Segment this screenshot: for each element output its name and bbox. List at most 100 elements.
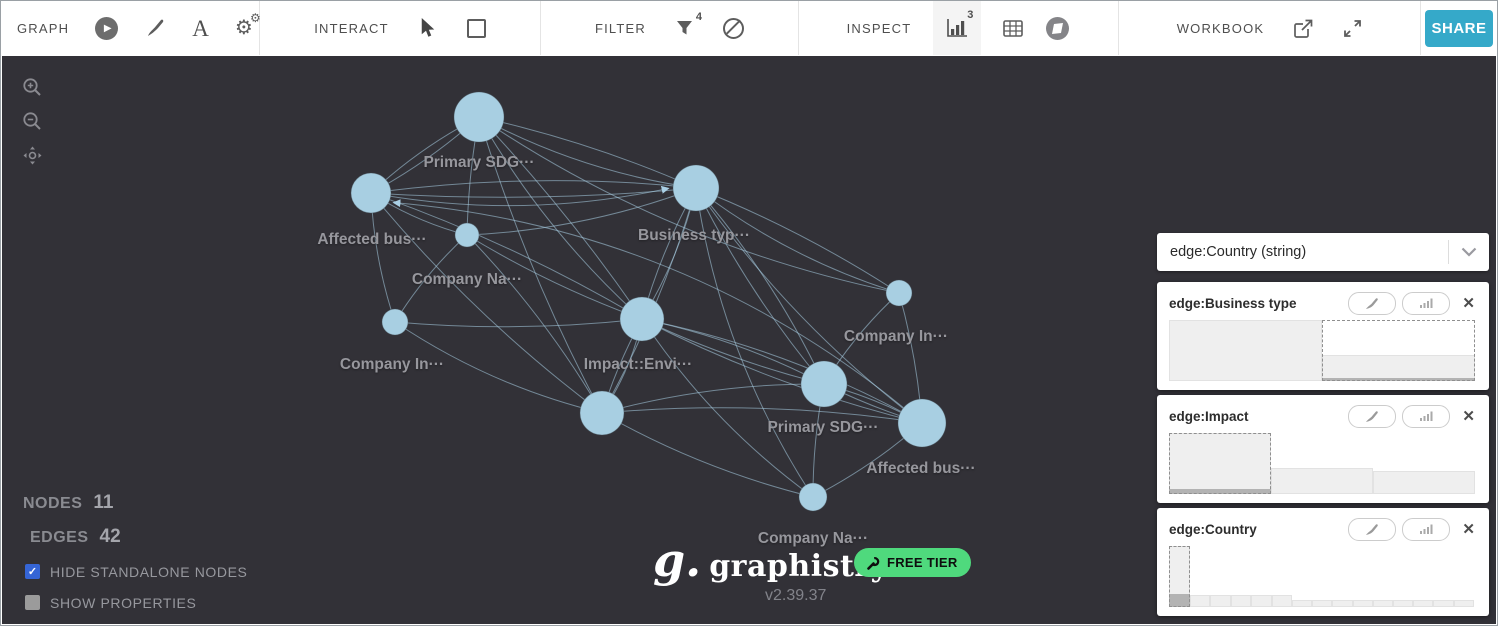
exclusions-button[interactable] [723,17,745,39]
filters-button[interactable]: 4 [676,11,702,36]
data-table-button[interactable] [1003,19,1024,37]
show-properties-checkbox[interactable] [25,595,40,610]
graph-node[interactable] [454,222,480,248]
zoom-controls [22,77,43,166]
brush-style-button[interactable] [144,17,166,39]
external-link-icon [1294,19,1313,38]
free-tier-label: FREE TIER [887,555,958,570]
toolbar-section-graph: GRAPH ▶ A ⚙ ⚙ [1,1,261,55]
graph-node[interactable] [897,398,947,448]
settings-button[interactable]: ⚙ ⚙ [235,12,261,38]
graph-node[interactable] [800,360,848,408]
brush-icon [1366,410,1379,422]
graph-node[interactable] [453,91,505,143]
graph-node-label: Company In··· [843,328,949,345]
graph-node-label: Primary SDG··· [423,154,535,171]
histogram-title: edge:Business type [1169,295,1297,311]
histogram-bar[interactable] [1210,546,1231,607]
show-properties-option[interactable]: SHOW PROPERTIES [25,587,248,618]
histogram-title: edge:Impact [1169,408,1249,424]
histogram-bar[interactable] [1251,546,1272,607]
filter-section-label: FILTER [594,20,647,36]
histograms-button[interactable]: 3 [933,1,982,55]
table-icon [1003,19,1024,37]
histogram-plot[interactable] [1169,433,1475,494]
graph-edge [478,116,643,320]
close-icon[interactable]: ✕ [1462,294,1475,312]
graph-stats: NODES 11 EDGES 42 [23,492,121,560]
histogram-header: edge:Impact ✕ [1169,404,1475,428]
toolbar-section-inspect: INSPECT 3 [799,1,1119,55]
edges-count: 42 [99,526,121,547]
filter-count-badge: 4 [695,11,703,23]
dashboard-button[interactable] [1045,16,1070,41]
graph-edge [601,412,814,498]
histogram-bar[interactable] [1413,546,1434,607]
hide-standalone-nodes-option[interactable]: ✓ HIDE STANDALONE NODES [25,556,248,587]
graph-section-label: GRAPH [17,20,70,36]
histogram-header: edge:Country ✕ [1169,517,1475,541]
paint-encoding-button[interactable] [1348,404,1397,428]
graph-node[interactable] [672,164,720,212]
histogram-bar[interactable] [1230,546,1251,607]
graph-edge [478,116,900,294]
histogram-mode-button[interactable] [1402,517,1451,541]
histogram-plot[interactable] [1169,320,1475,381]
pointer-tool-button[interactable] [419,18,437,38]
hide-standalone-nodes-checkbox[interactable]: ✓ [25,564,40,579]
histogram-bar[interactable] [1169,546,1190,607]
open-workbook-button[interactable] [1294,19,1313,38]
graph-node[interactable] [381,308,409,336]
histogram-plot[interactable] [1169,546,1475,607]
graph-node[interactable] [619,296,665,342]
histogram-bar[interactable] [1292,546,1313,607]
graph-node-label: Company In··· [339,356,445,373]
graph-node[interactable] [350,172,392,214]
histogram-selection [1169,433,1272,494]
histogram-mode-button[interactable] [1402,404,1451,428]
histogram-header: edge:Business type ✕ [1169,291,1475,315]
graph-edge [641,318,923,424]
histogram-bar[interactable] [1169,320,1322,381]
histogram-bar[interactable] [1453,546,1474,607]
attribute-dropdown[interactable]: edge:Country (string) [1157,233,1489,271]
histogram-bar[interactable] [1271,546,1292,607]
graph-edge [478,116,643,320]
histogram-bar[interactable] [1352,546,1373,607]
free-tier-badge[interactable]: FREE TIER [854,548,971,577]
histogram-mode-button[interactable] [1402,291,1451,315]
center-view-button[interactable] [22,145,43,166]
paint-encoding-button[interactable] [1348,517,1397,541]
histogram-bar[interactable] [1169,433,1272,494]
close-icon[interactable]: ✕ [1462,407,1475,425]
marquee-select-button[interactable] [466,18,486,38]
graph-edge [641,318,923,424]
zoom-out-button[interactable] [22,111,43,132]
workbook-section-label: WORKBOOK [1176,20,1265,36]
graph-edge [370,192,643,320]
share-button[interactable]: SHARE [1425,9,1493,47]
graph-node-label: Primary SDG··· [767,419,879,436]
histogram-bar[interactable] [1433,546,1454,607]
histogram-bar[interactable] [1372,546,1393,607]
graph-node[interactable] [798,482,828,512]
toolbar-section-interact: INTERACT [260,1,541,55]
histogram-bar[interactable] [1332,546,1353,607]
histogram-bar[interactable] [1189,546,1210,607]
histogram-bar[interactable] [1322,320,1475,381]
zoom-in-button[interactable] [22,77,43,98]
graph-node-label: Company Na··· [757,530,869,547]
histogram-bar[interactable] [1271,433,1374,494]
graph-node[interactable] [579,390,625,436]
play-layout-button[interactable]: ▶ [95,16,119,40]
paint-encoding-button[interactable] [1348,291,1397,315]
histogram-bar[interactable] [1392,546,1414,607]
labels-button[interactable]: A [192,17,209,40]
close-icon[interactable]: ✕ [1462,520,1475,538]
selection-box-icon [466,18,486,38]
fullscreen-button[interactable] [1343,19,1362,38]
histogram-bar[interactable] [1312,546,1333,607]
graph-node[interactable] [885,279,913,307]
histogram-bar[interactable] [1373,433,1475,494]
